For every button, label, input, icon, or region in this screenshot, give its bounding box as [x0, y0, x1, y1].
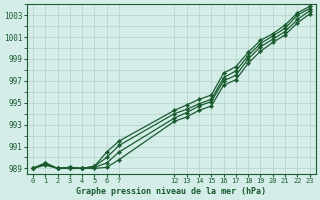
X-axis label: Graphe pression niveau de la mer (hPa): Graphe pression niveau de la mer (hPa): [76, 187, 266, 196]
